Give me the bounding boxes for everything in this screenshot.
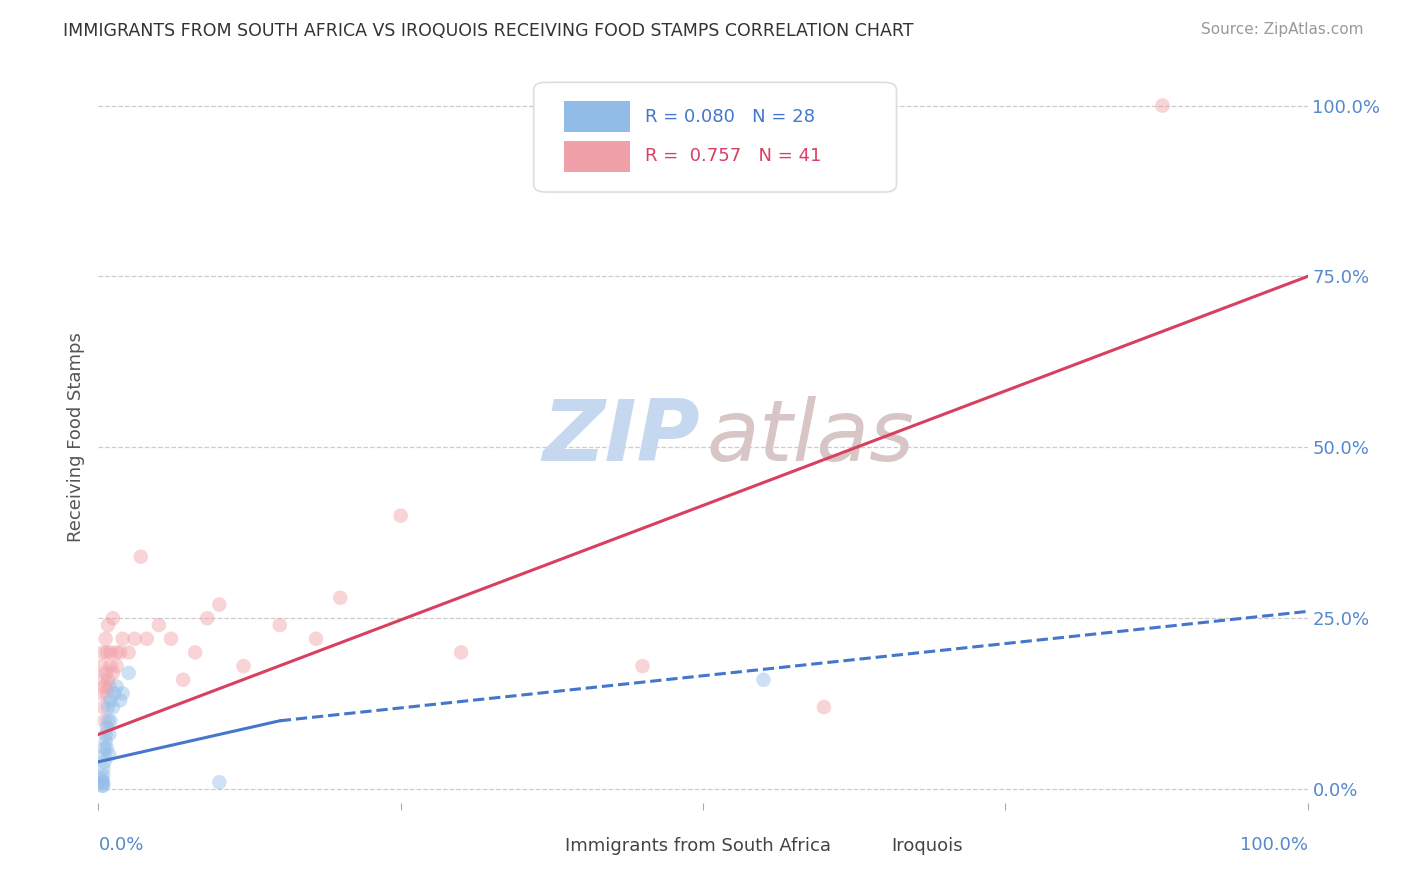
Point [96,645,118,659]
Point [389,508,412,523]
Point [96,721,118,735]
Point [101,665,124,680]
Bar [564,141,630,171]
Point [108,645,131,659]
Point [105,680,128,694]
Point [1152,98,1174,112]
Point [195,611,218,625]
Point [118,665,141,680]
Point [91,779,114,793]
Point [105,645,128,659]
Point [208,598,231,612]
Text: ZIP: ZIP [541,395,699,479]
Point [91,779,114,793]
Point [91,686,114,700]
Text: 0.0%: 0.0% [98,836,143,854]
Point [305,632,328,646]
Point [91,700,114,714]
Point [105,659,128,673]
Point [108,693,131,707]
Point [93,755,115,769]
Point [93,680,115,694]
Point [100,645,122,659]
Bar [824,834,882,858]
Text: 100.0%: 100.0% [1240,836,1308,854]
Point [329,591,352,605]
Point [98,747,121,762]
Point [100,659,122,673]
Point [91,762,114,776]
Text: atlas: atlas [707,395,915,479]
Y-axis label: Receiving Food Stamps: Receiving Food Stamps [66,332,84,542]
Point [184,645,207,659]
Point [100,714,122,728]
Point [111,632,134,646]
Text: R = 0.080   N = 28: R = 0.080 N = 28 [645,108,815,126]
Point [96,686,118,700]
Point [232,659,254,673]
Point [91,775,114,789]
Point [98,680,121,694]
Point [103,686,125,700]
Point [94,632,117,646]
Point [91,673,114,687]
FancyBboxPatch shape [534,82,897,192]
Point [752,673,775,687]
Point [91,768,114,782]
Text: R =  0.757   N = 41: R = 0.757 N = 41 [645,147,821,165]
Point [101,700,124,714]
Point [129,549,152,564]
Point [450,645,472,659]
Bar [564,102,630,132]
Point [96,741,118,756]
Point [97,700,120,714]
Point [94,665,117,680]
Point [91,772,114,786]
Point [172,673,194,687]
Text: Immigrants from South Africa: Immigrants from South Africa [565,837,831,855]
Point [97,714,120,728]
Point [91,645,114,659]
Point [91,775,114,789]
Bar [498,834,555,858]
Point [93,747,115,762]
Point [269,618,291,632]
Point [98,727,121,741]
Point [93,714,115,728]
Point [101,611,124,625]
Point [97,618,120,632]
Point [118,645,141,659]
Point [94,727,117,741]
Point [97,673,120,687]
Point [813,700,835,714]
Point [124,632,146,646]
Point [111,686,134,700]
Point [100,693,122,707]
Point [148,618,170,632]
Point [94,734,117,748]
Point [631,659,654,673]
Point [135,632,157,646]
Point [160,632,183,646]
Text: IMMIGRANTS FROM SOUTH AFRICA VS IROQUOIS RECEIVING FOOD STAMPS CORRELATION CHART: IMMIGRANTS FROM SOUTH AFRICA VS IROQUOIS… [63,22,914,40]
Text: Iroquois: Iroquois [891,837,963,855]
Text: Source: ZipAtlas.com: Source: ZipAtlas.com [1201,22,1364,37]
Point [93,741,115,756]
Point [91,659,114,673]
Point [208,775,231,789]
